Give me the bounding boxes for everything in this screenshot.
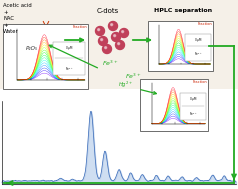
Text: 0 $\mu$M: 0 $\mu$M (194, 36, 202, 43)
Circle shape (109, 22, 118, 30)
Circle shape (170, 33, 179, 42)
Text: Fe$^{3+}$: Fe$^{3+}$ (194, 51, 202, 59)
Text: C-dots: C-dots (97, 8, 119, 14)
Circle shape (118, 43, 120, 45)
Circle shape (189, 35, 191, 37)
Ellipse shape (205, 29, 211, 44)
Text: Fe$^{3+}$: Fe$^{3+}$ (125, 72, 141, 81)
Polygon shape (18, 31, 46, 61)
Text: Fraction: Fraction (192, 80, 207, 84)
FancyBboxPatch shape (154, 26, 212, 48)
Text: P₂O₅: P₂O₅ (26, 46, 38, 50)
Circle shape (198, 35, 200, 37)
FancyBboxPatch shape (3, 24, 88, 89)
Circle shape (101, 39, 103, 41)
Circle shape (111, 33, 120, 42)
Circle shape (103, 44, 111, 53)
Text: Fraction: Fraction (72, 25, 87, 29)
Circle shape (162, 33, 170, 42)
Circle shape (172, 35, 174, 37)
Text: Fraction: Fraction (197, 22, 212, 26)
Text: Acetic acid
+
NAC
+
Water: Acetic acid + NAC + Water (3, 3, 32, 34)
Text: Fe$^{3+}$: Fe$^{3+}$ (189, 111, 197, 118)
Circle shape (178, 33, 188, 42)
FancyBboxPatch shape (180, 93, 206, 120)
Circle shape (181, 35, 183, 37)
Text: Fe$^{3+}$: Fe$^{3+}$ (64, 66, 73, 73)
Text: Fe$^{3+}$: Fe$^{3+}$ (102, 59, 118, 68)
Text: 0 $\mu$M: 0 $\mu$M (64, 44, 73, 52)
Circle shape (195, 33, 204, 42)
Circle shape (95, 26, 104, 36)
FancyBboxPatch shape (53, 42, 85, 75)
FancyBboxPatch shape (148, 21, 213, 71)
Text: Hg$^{2+}$: Hg$^{2+}$ (118, 80, 133, 90)
Circle shape (164, 35, 166, 37)
Circle shape (105, 47, 107, 49)
FancyBboxPatch shape (185, 33, 211, 60)
FancyBboxPatch shape (0, 89, 238, 189)
Polygon shape (19, 28, 45, 30)
FancyBboxPatch shape (140, 79, 208, 131)
Circle shape (114, 35, 116, 37)
Circle shape (119, 29, 129, 37)
Text: HPLC separation: HPLC separation (154, 8, 212, 13)
Circle shape (99, 36, 108, 46)
Circle shape (122, 31, 124, 33)
Circle shape (98, 29, 100, 31)
Circle shape (187, 33, 196, 42)
Circle shape (115, 40, 124, 50)
Circle shape (111, 24, 113, 26)
Text: 0 $\mu$M: 0 $\mu$M (189, 95, 197, 103)
